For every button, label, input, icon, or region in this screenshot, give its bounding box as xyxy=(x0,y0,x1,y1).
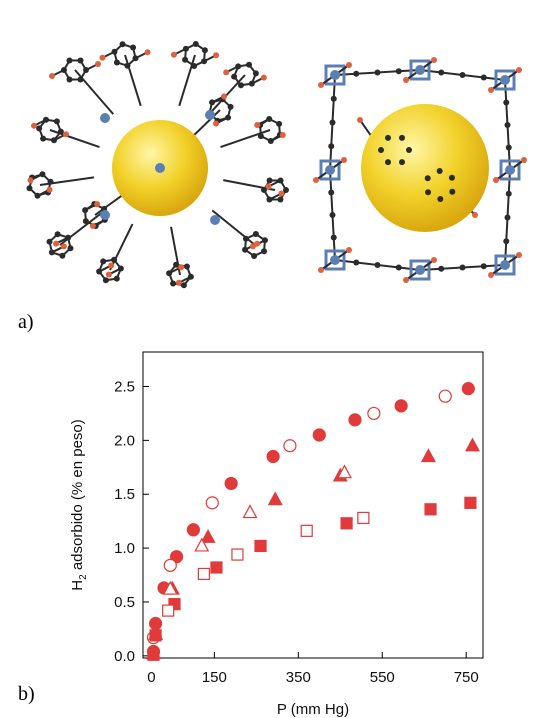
filled-circle-point xyxy=(394,399,408,413)
mof-cage-structure-icon xyxy=(26,41,289,289)
filled-triangle-point xyxy=(420,448,436,463)
x-tick-label: 750 xyxy=(454,669,479,686)
open-square-point xyxy=(357,511,370,525)
filled-square-point xyxy=(424,503,437,516)
filled-triangle-point xyxy=(200,529,216,543)
filled-square-point xyxy=(340,517,353,530)
open-square-point xyxy=(231,548,244,561)
y-axis-label-main: H xyxy=(69,580,86,591)
open-triangle-point xyxy=(194,537,210,552)
filled-square-point xyxy=(464,496,477,509)
open-circle-point xyxy=(163,558,177,572)
y-tick-label: 2.5 xyxy=(114,378,135,395)
x-tick-label: 0 xyxy=(147,669,155,686)
filled-square-point xyxy=(147,648,160,661)
y-tick-label: 2.0 xyxy=(114,432,135,449)
y-tick-label: 0.5 xyxy=(114,594,135,611)
open-triangle-point xyxy=(336,464,352,479)
filled-circle-point xyxy=(348,413,362,427)
filled-square-point xyxy=(149,629,162,642)
y-axis-label: H2 adsorbido (% en peso) xyxy=(69,419,89,591)
panel-b-label: b) xyxy=(18,683,35,705)
open-square-point xyxy=(300,524,313,537)
data-points xyxy=(145,382,481,661)
filled-circle-point xyxy=(224,476,238,491)
filled-circle-point xyxy=(186,523,200,537)
x-axis-label: P (mm Hg) xyxy=(277,701,349,718)
filled-square-point xyxy=(168,598,181,611)
open-square-point xyxy=(197,567,210,581)
open-circle-point xyxy=(283,439,297,453)
filled-circle-point xyxy=(312,428,326,442)
open-circle-point xyxy=(438,389,452,403)
x-tick-label: 150 xyxy=(202,669,227,686)
x-tick-label: 550 xyxy=(370,669,395,686)
y-tick-label: 1.0 xyxy=(114,540,135,557)
axis-ticks: 0 150 350 550 750 0.0 0.5 1.0 1.5 2.0 2.5 xyxy=(114,378,479,686)
open-circle-point xyxy=(367,406,381,421)
plot-frame xyxy=(142,351,484,659)
mof-cube-structure-icon xyxy=(313,57,527,283)
y-axis-label-rest: adsorbido (% en peso) xyxy=(69,419,86,574)
filled-circle-point xyxy=(461,382,475,396)
panel-a-label: a) xyxy=(18,311,34,333)
adsorption-chart: 0 150 350 550 750 0.0 0.5 1.0 1.5 2.0 2.5 P (mm Hg… xyxy=(69,351,484,718)
filled-triangle-point xyxy=(464,437,481,452)
open-circle-point xyxy=(205,496,219,510)
filled-circle-point xyxy=(266,449,280,464)
filled-square-point xyxy=(210,561,223,574)
open-square-point xyxy=(162,604,175,617)
open-triangle-point xyxy=(242,504,258,519)
y-axis-label-subscript: 2 xyxy=(78,574,89,580)
y-tick-label: 0.0 xyxy=(114,648,135,665)
open-triangle-point xyxy=(162,580,178,595)
x-tick-label: 350 xyxy=(286,669,311,686)
y-tick-label: 1.5 xyxy=(114,486,135,503)
filled-square-point xyxy=(254,539,267,553)
filled-triangle-point xyxy=(267,491,283,506)
